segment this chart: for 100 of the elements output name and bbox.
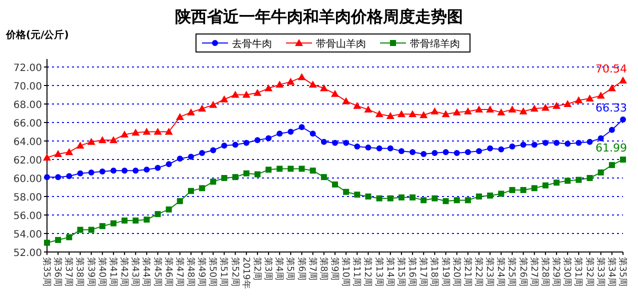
point <box>564 178 571 184</box>
point <box>364 106 372 113</box>
point <box>410 149 416 156</box>
x-tick-label: 第42周 <box>118 257 130 286</box>
point <box>354 144 360 150</box>
point <box>531 142 538 148</box>
point <box>43 154 51 161</box>
x-tick-label: 第16周 <box>406 257 418 286</box>
x-tick-label: 第5周 <box>284 257 296 281</box>
point <box>619 76 627 84</box>
point <box>188 154 194 160</box>
x-tick-label: 第11周 <box>351 257 362 286</box>
point <box>66 234 72 240</box>
point <box>564 100 572 107</box>
y-axis-title: 价格(元/公斤) <box>5 29 69 41</box>
point <box>254 137 260 144</box>
point <box>432 195 438 202</box>
point <box>221 142 228 149</box>
point <box>420 150 427 157</box>
point <box>375 110 384 118</box>
x-tick-label: 第29周 <box>550 257 562 286</box>
point <box>509 144 516 150</box>
point <box>432 150 438 156</box>
point <box>298 73 306 80</box>
point <box>320 84 328 92</box>
point <box>199 150 206 156</box>
point <box>254 171 260 178</box>
point <box>598 169 604 176</box>
point <box>397 110 406 118</box>
x-tick-label: 第12周 <box>362 257 374 286</box>
x-tick-label: 第40周 <box>96 257 108 286</box>
point <box>232 174 238 180</box>
point <box>343 188 350 195</box>
point <box>164 128 173 135</box>
point <box>276 130 283 137</box>
x-tick-label: 第15周 <box>395 257 406 286</box>
x-tick-label: 第28周 <box>539 257 550 286</box>
point <box>520 187 526 194</box>
point <box>253 88 262 96</box>
x-tick-label: 第38周 <box>74 257 86 286</box>
y-tick-label: 70.00 <box>13 82 42 92</box>
point <box>476 148 482 154</box>
x-tick-label: 第20周 <box>450 257 462 286</box>
point <box>508 106 516 113</box>
point <box>187 108 195 116</box>
point <box>365 144 372 150</box>
point <box>65 148 74 156</box>
x-tick-label: 第14周 <box>384 257 396 286</box>
point <box>166 206 172 212</box>
x-tick-label: 第6周 <box>296 257 307 281</box>
x-tick-label: 第27周 <box>528 257 540 286</box>
point <box>576 140 582 146</box>
point <box>266 166 272 173</box>
y-tick-label: 62.00 <box>13 156 42 166</box>
x-tick-label: 第48周 <box>185 257 196 286</box>
point <box>430 107 439 114</box>
data-label: 61.99 <box>596 142 627 155</box>
point <box>310 168 316 174</box>
point <box>387 195 394 202</box>
x-tick-label: 第35周 <box>41 257 52 286</box>
x-tick-label: 第17周 <box>418 257 429 286</box>
point <box>232 142 238 148</box>
x-tick-label: 第44周 <box>140 257 152 286</box>
point <box>452 108 461 116</box>
point <box>44 240 50 246</box>
point <box>475 106 483 113</box>
x-tick-label: 第39周 <box>85 257 96 286</box>
x-tick-label: 第31周 <box>572 257 584 286</box>
point <box>320 174 327 180</box>
point <box>276 166 283 172</box>
x-tick-label: 第43周 <box>130 257 141 286</box>
x-tick-label: 第37周 <box>63 257 74 286</box>
y-tick-label: 52.00 <box>13 248 42 259</box>
point <box>276 80 284 88</box>
point <box>586 94 594 102</box>
x-tick-label: 第13周 <box>373 257 384 286</box>
point <box>386 112 394 120</box>
y-tick-label: 54.00 <box>13 230 42 240</box>
point <box>243 140 250 146</box>
point <box>476 194 482 200</box>
point <box>420 111 428 118</box>
x-tick-label: 第45周 <box>152 257 163 286</box>
point <box>398 148 404 154</box>
point <box>288 128 294 135</box>
x-tick-label: 第26周 <box>517 257 528 286</box>
x-tick-label: 第2周 <box>251 257 262 281</box>
x-tick-label: 第23周 <box>484 257 496 286</box>
point <box>608 162 615 168</box>
point <box>487 192 494 199</box>
point <box>542 140 548 146</box>
x-tick-label: 第18周 <box>428 257 440 286</box>
point <box>144 216 150 223</box>
point <box>132 218 139 224</box>
point <box>586 138 593 145</box>
x-tick-label: 第47周 <box>174 257 185 286</box>
y-tick-label: 72.00 <box>13 63 42 74</box>
point <box>242 90 250 98</box>
point <box>552 102 561 109</box>
chart-title: 陕西省近一年牛肉和羊肉价格周度走势图 <box>175 7 463 26</box>
x-tick-label: 第36周 <box>52 257 64 286</box>
